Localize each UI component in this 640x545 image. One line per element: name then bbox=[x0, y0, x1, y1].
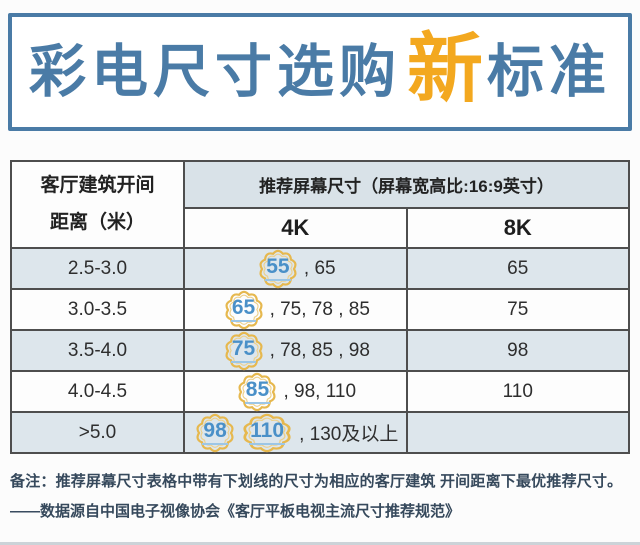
recommended-4k-cell: 75 , 78, 85 , 98 bbox=[183, 329, 408, 372]
table-row: 3.0-3.5 65 , 75, 78 , 85 75 bbox=[10, 288, 630, 331]
column-header-8k: 8K bbox=[405, 207, 630, 249]
table-header-row-2: 4K 8K bbox=[11, 207, 630, 249]
recommended-4k-sizes: 85 , 98, 110 bbox=[234, 372, 357, 411]
other-sizes-text: , 130及以上 bbox=[299, 424, 399, 445]
distance-cell: >5.0 bbox=[10, 411, 185, 454]
recommended-4k-sizes: 98 110 , 130及以上 bbox=[192, 412, 399, 453]
optimal-size-badge: 98 bbox=[193, 410, 237, 456]
optimal-size-value: 85 bbox=[244, 378, 271, 405]
column-header-4k: 4K bbox=[183, 207, 408, 249]
optimal-size-badge: 85 bbox=[235, 369, 279, 415]
optimal-size-badge: 55 bbox=[256, 246, 300, 292]
title-text-prefix: 彩电尺寸选购 bbox=[29, 39, 401, 104]
optimal-size-value: 98 bbox=[202, 419, 228, 446]
table-row: 4.0-4.5 85 , 98, 110 110 bbox=[10, 370, 630, 413]
column-group-header: 推荐屏幕尺寸（屏幕宽高比:16:9英寸） bbox=[183, 160, 630, 209]
row-header-line2: 距离（米） bbox=[49, 211, 145, 233]
recommended-4k-sizes: 75 , 78, 85 , 98 bbox=[221, 331, 370, 370]
table-header-row-1: 客厅建筑开间 距离（米） 推荐屏幕尺寸（屏幕宽高比:16:9英寸） bbox=[10, 160, 630, 249]
table-row: 3.5-4.0 75 , 78, 85 , 98 98 bbox=[10, 329, 630, 372]
other-sizes-text: , 78, 85 , 98 bbox=[269, 339, 370, 361]
other-sizes-text: , 65 bbox=[303, 257, 336, 279]
recommended-8k-cell: 75 bbox=[405, 288, 630, 331]
recommended-4k-cell: 98 110 , 130及以上 bbox=[183, 411, 408, 454]
distance-cell: 2.5-3.0 bbox=[10, 247, 185, 290]
recommended-4k-sizes: 65 , 75, 78 , 85 bbox=[221, 290, 370, 329]
optimal-size-value: 55 bbox=[265, 255, 291, 282]
other-sizes-text: , 98, 110 bbox=[283, 380, 357, 402]
distance-cell: 3.5-4.0 bbox=[10, 329, 185, 372]
optimal-size-value: 65 bbox=[230, 296, 257, 323]
table-row: 2.5-3.0 55 , 65 65 bbox=[10, 247, 630, 290]
title-highlight-new: 新 bbox=[407, 27, 483, 112]
tv-size-table: 客厅建筑开间 距离（米） 推荐屏幕尺寸（屏幕宽高比:16:9英寸） 4K 8K … bbox=[10, 160, 630, 454]
title-text-suffix: 标准 bbox=[487, 39, 611, 104]
optimal-size-badge: 65 bbox=[222, 287, 266, 333]
optimal-size-badge: 110 bbox=[239, 410, 295, 456]
recommended-4k-cell: 85 , 98, 110 bbox=[183, 370, 408, 413]
table-row: >5.0 98 110 , 130及以上 bbox=[10, 411, 630, 454]
infographic-page: 彩电尺寸选购 新 标准 客厅建筑开间 距离（米） 推荐屏幕尺寸（屏幕宽高比:16… bbox=[0, 13, 640, 545]
recommended-8k-cell: 98 bbox=[405, 329, 630, 372]
row-header-line1: 客厅建筑开间 bbox=[40, 175, 155, 197]
recommended-8k-cell bbox=[405, 411, 630, 454]
recommended-4k-sizes: 55 , 65 bbox=[255, 249, 336, 288]
other-sizes-text: , 75, 78 , 85 bbox=[269, 298, 370, 320]
recommended-4k-cell: 65 , 75, 78 , 85 bbox=[183, 288, 408, 331]
recommended-8k-cell: 110 bbox=[405, 370, 630, 413]
footnote-source: ——数据源自中国电子视像协会《客厅平板电视主流尺寸推荐规范》 bbox=[10, 503, 461, 520]
title-banner: 彩电尺寸选购 新 标准 bbox=[8, 13, 632, 131]
row-header-distance: 客厅建筑开间 距离（米） bbox=[10, 160, 185, 249]
recommended-4k-cell: 55 , 65 bbox=[183, 247, 408, 290]
distance-cell: 4.0-4.5 bbox=[10, 370, 185, 413]
distance-cell: 3.0-3.5 bbox=[10, 288, 185, 331]
optimal-size-value: 75 bbox=[230, 337, 257, 364]
footnote-remark: 备注：推荐屏幕尺寸表格中带有下划线的尺寸为相应的客厅建筑 开间距离下最优推荐尺寸… bbox=[10, 473, 623, 490]
optimal-size-value: 110 bbox=[249, 419, 286, 446]
recommended-8k-cell: 65 bbox=[405, 247, 630, 290]
optimal-size-badge: 75 bbox=[222, 328, 266, 374]
